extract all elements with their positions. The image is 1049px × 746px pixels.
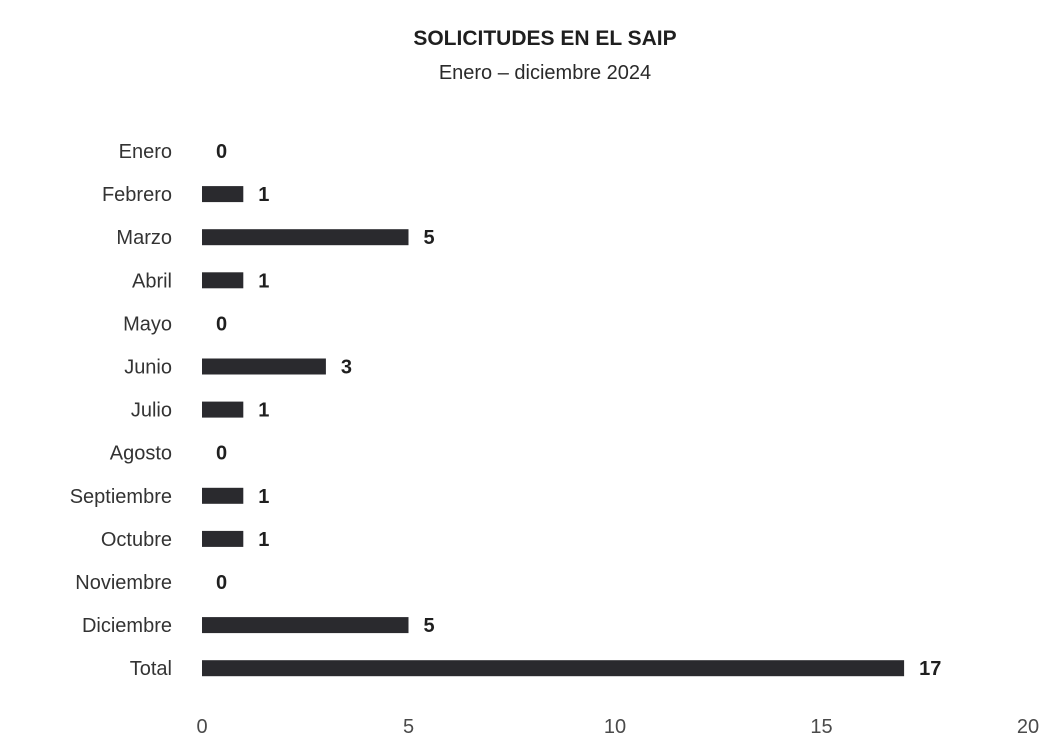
category-labels: Enero Febrero Marzo Abril Mayo Junio Julio Agos… [70, 141, 172, 680]
category-label-diciembre: Diciembre [82, 615, 172, 637]
x-tick-label-5: 5 [403, 716, 414, 738]
chart-subtitle: Enero – diciembre 2024 [438, 62, 652, 84]
bar-total [202, 660, 905, 677]
bar-febrero [202, 186, 244, 203]
value-label-total: 17 [919, 658, 941, 680]
category-label-marzo: Marzo [116, 227, 172, 249]
value-label-septiembre: 1 [258, 486, 269, 508]
category-label-octubre: Octubre [101, 529, 172, 551]
category-label-abril: Abril [132, 270, 172, 292]
value-label-octubre: 1 [258, 529, 269, 551]
category-label-febrero: Febrero [102, 184, 172, 206]
bar-diciembre [202, 617, 409, 634]
value-label-diciembre: 5 [424, 615, 435, 637]
category-label-septiembre: Septiembre [70, 486, 172, 508]
bar-septiembre [202, 487, 244, 504]
x-axis-tick-labels: 0 5 10 15 20 [196, 716, 1039, 738]
x-tick-label-10: 10 [604, 716, 626, 738]
value-label-enero: 0 [216, 141, 227, 163]
bars-layer [202, 186, 905, 677]
value-label-junio: 3 [341, 357, 352, 379]
category-label-noviembre: Noviembre [75, 572, 172, 594]
bar-octubre [202, 530, 244, 547]
value-label-mayo: 0 [216, 313, 227, 335]
bar-marzo [202, 229, 409, 246]
x-tick-label-15: 15 [810, 716, 832, 738]
category-label-agosto: Agosto [110, 443, 172, 465]
value-label-abril: 1 [258, 270, 269, 292]
category-label-mayo: Mayo [123, 313, 172, 335]
bar-junio [202, 358, 326, 375]
value-label-julio: 1 [258, 400, 269, 422]
x-tick-label-20: 20 [1017, 716, 1039, 738]
chart-title: SOLICITUDES EN EL SAIP [413, 27, 677, 50]
category-label-enero: Enero [119, 141, 172, 163]
x-tick-label-0: 0 [196, 716, 207, 738]
value-label-noviembre: 0 [216, 572, 227, 594]
bar-abril [202, 272, 244, 289]
value-labels: 0 1 5 1 0 3 1 0 1 1 0 5 17 [216, 141, 941, 680]
value-label-agosto: 0 [216, 443, 227, 465]
category-label-total: Total [130, 658, 172, 680]
category-label-julio: Julio [131, 400, 172, 422]
value-label-febrero: 1 [258, 184, 269, 206]
value-label-marzo: 5 [424, 227, 435, 249]
bar-julio [202, 401, 244, 418]
category-label-junio: Junio [124, 357, 172, 379]
